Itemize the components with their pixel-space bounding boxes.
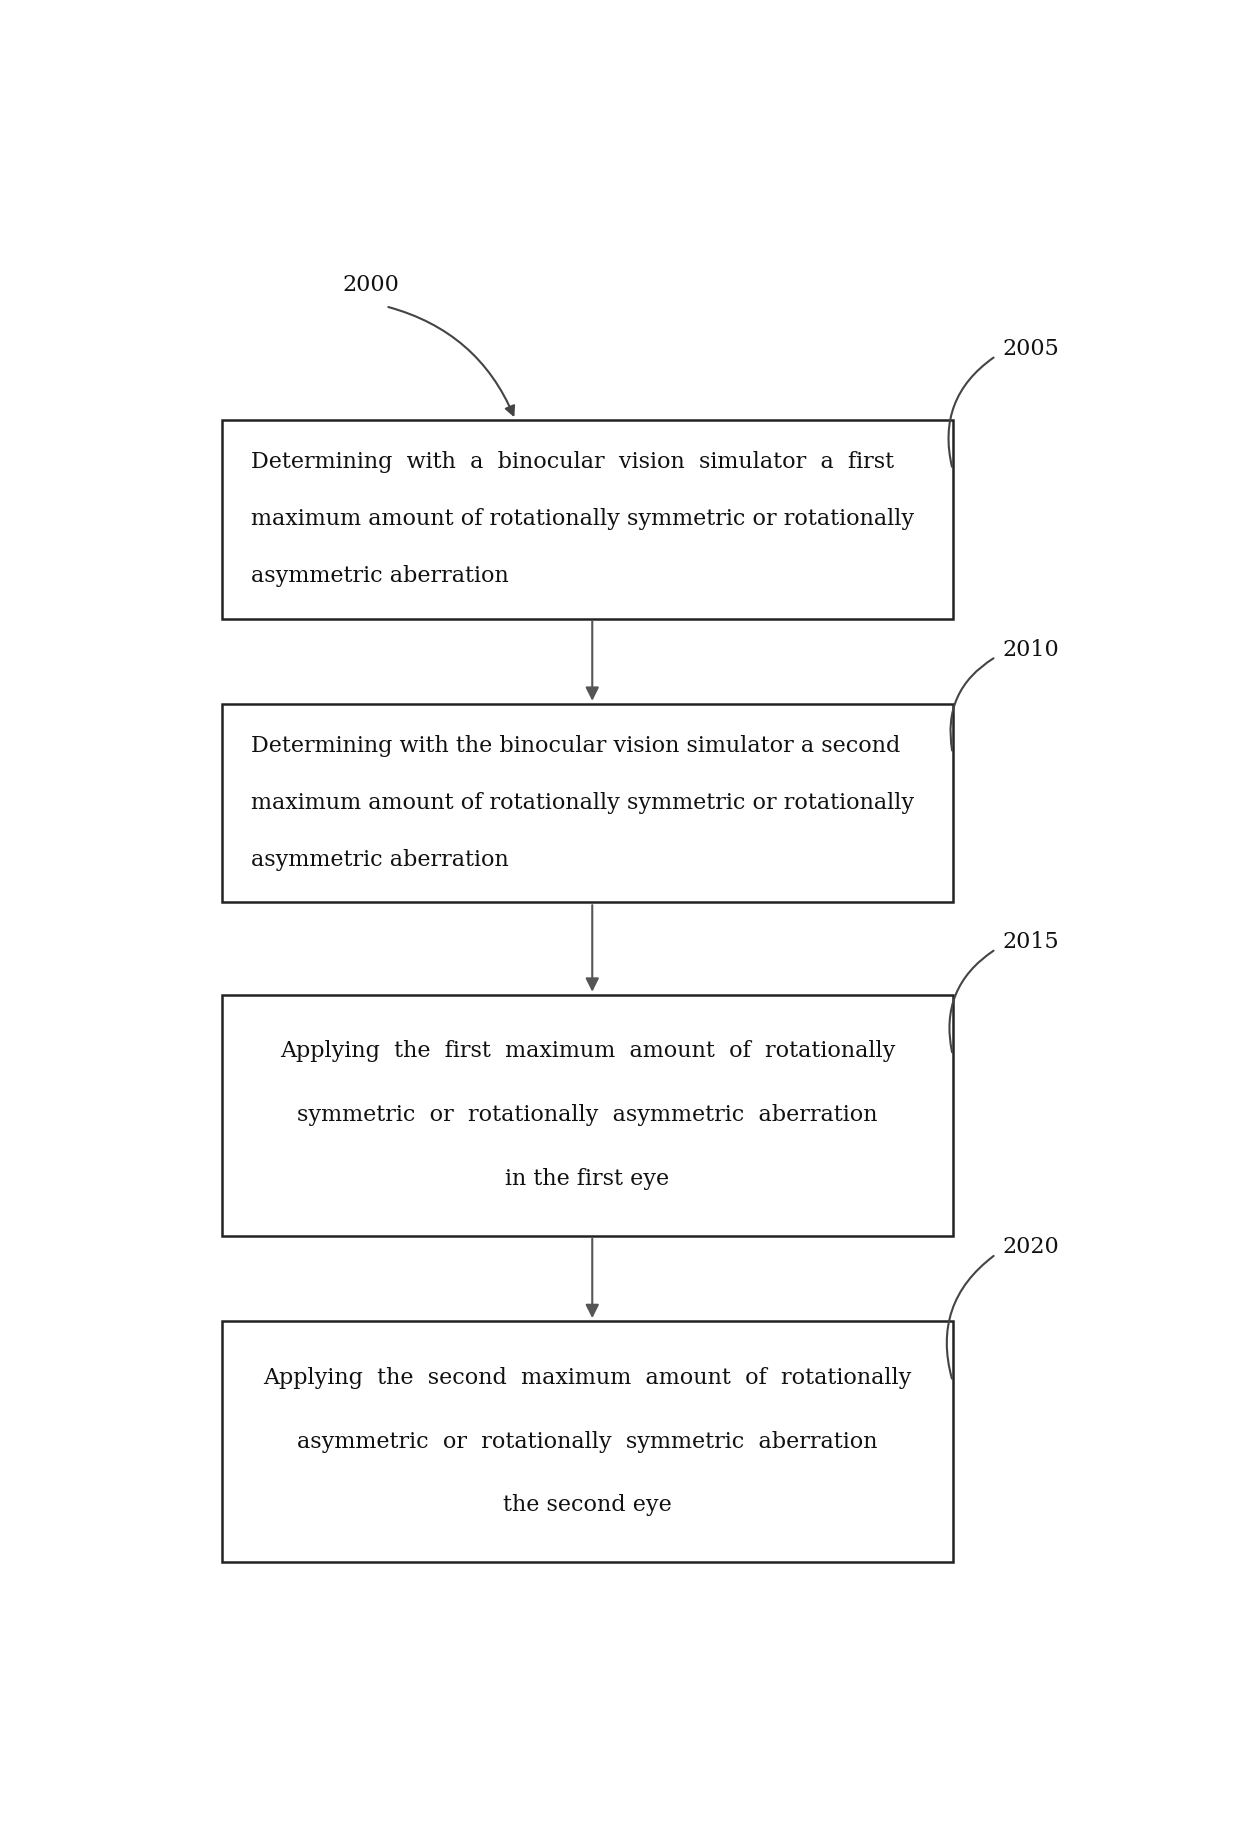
Text: maximum amount of rotationally symmetric or rotationally: maximum amount of rotationally symmetric… <box>250 509 914 531</box>
FancyBboxPatch shape <box>222 1321 952 1563</box>
Text: Applying  the  second  maximum  amount  of  rotationally: Applying the second maximum amount of ro… <box>263 1368 911 1390</box>
Text: Determining  with  a  binocular  vision  simulator  a  first: Determining with a binocular vision simu… <box>250 452 894 474</box>
Text: Applying  the  first  maximum  amount  of  rotationally: Applying the first maximum amount of rot… <box>280 1039 895 1062</box>
Text: 2020: 2020 <box>1003 1237 1059 1259</box>
Text: asymmetric  or  rotationally  symmetric  aberration: asymmetric or rotationally symmetric abe… <box>298 1430 878 1452</box>
Text: 2000: 2000 <box>342 275 399 297</box>
Text: symmetric  or  rotationally  asymmetric  aberration: symmetric or rotationally asymmetric abe… <box>298 1104 878 1126</box>
FancyBboxPatch shape <box>222 420 952 619</box>
Text: 2015: 2015 <box>1003 931 1059 953</box>
FancyBboxPatch shape <box>222 995 952 1237</box>
Text: 2010: 2010 <box>1003 640 1059 662</box>
Text: Determining with the binocular vision simulator a second: Determining with the binocular vision si… <box>250 735 900 757</box>
Text: maximum amount of rotationally symmetric or rotationally: maximum amount of rotationally symmetric… <box>250 792 914 815</box>
Text: asymmetric aberration: asymmetric aberration <box>250 566 508 586</box>
FancyBboxPatch shape <box>222 704 952 903</box>
Text: asymmetric aberration: asymmetric aberration <box>250 850 508 870</box>
Text: 2005: 2005 <box>1003 337 1059 359</box>
Text: in the first eye: in the first eye <box>506 1168 670 1191</box>
Text: the second eye: the second eye <box>503 1495 672 1517</box>
